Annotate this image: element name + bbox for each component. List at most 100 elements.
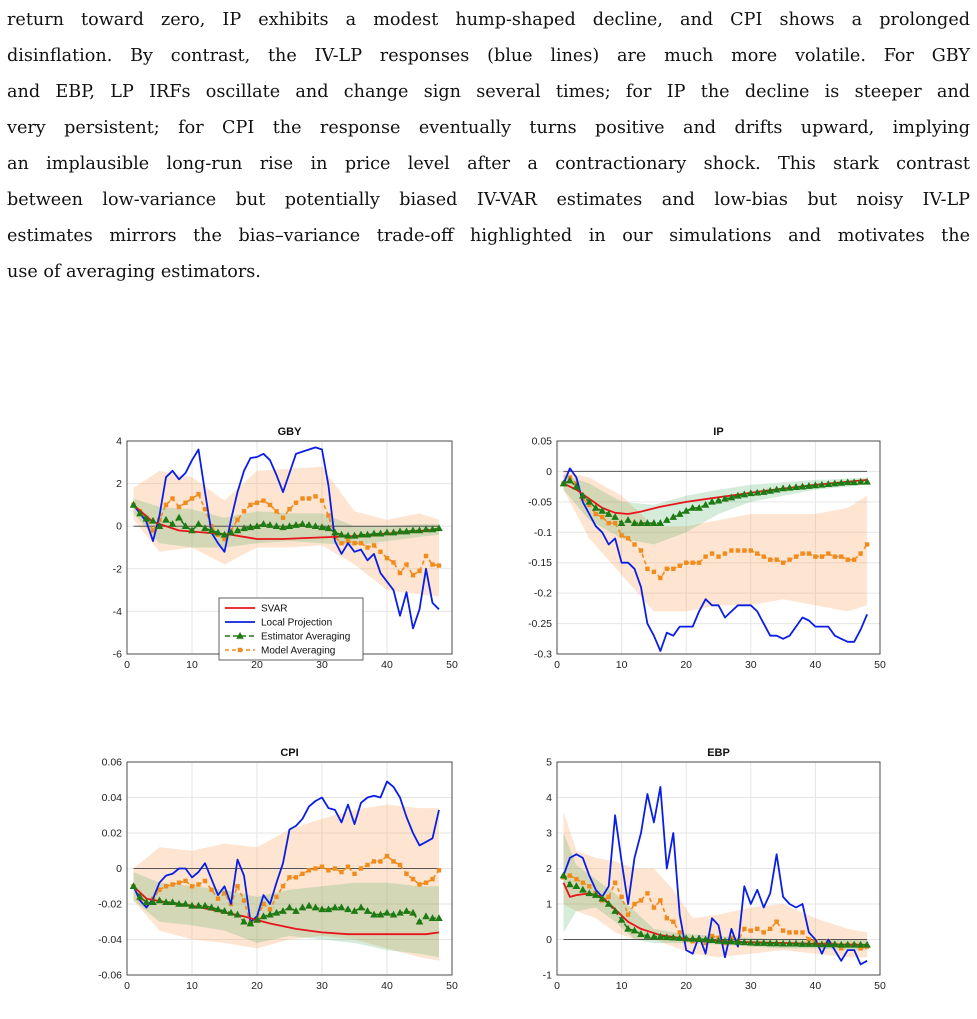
y-tick-label: 3 (546, 828, 552, 840)
data-point-square (703, 940, 708, 946)
data-point-triangle (591, 891, 600, 898)
data-point-triangle (415, 917, 424, 925)
data-point-triangle (311, 903, 320, 911)
data-point-triangle (266, 910, 274, 918)
data-point-triangle (233, 526, 242, 534)
data-point-triangle (811, 940, 820, 947)
y-tick-label: -2 (113, 563, 122, 575)
data-point-square (371, 543, 377, 548)
data-point-triangle (331, 528, 339, 536)
data-point-triangle (201, 524, 209, 532)
data-point-triangle (396, 908, 404, 916)
data-point-triangle (682, 934, 690, 942)
x-tick-label: 40 (810, 659, 822, 671)
y-tick-label: -0.25 (528, 618, 552, 630)
data-point-square (671, 566, 676, 571)
data-point-square (384, 555, 390, 561)
data-point-triangle (669, 933, 678, 941)
chart-panel-gby: 0 10 20 30 40 50 -6 -4 -2 0 2 4 GBY SVAR Local Project… (113, 426, 458, 671)
data-point-triangle (617, 519, 626, 526)
data-point-triangle (227, 528, 235, 536)
y-tick-label: 5 (546, 757, 552, 769)
data-point-triangle (721, 937, 729, 945)
data-point-triangle (611, 513, 619, 520)
data-point-triangle (585, 889, 594, 897)
data-point-square (163, 884, 169, 889)
data-point-square (274, 509, 279, 514)
data-point-triangle (253, 915, 261, 923)
model-averaging-band (563, 811, 868, 958)
chart-title: GBY (278, 426, 303, 438)
data-point-square (600, 514, 605, 520)
data-point-triangle (402, 527, 411, 535)
y-tick-label: -0.2 (534, 588, 552, 600)
data-point-square (235, 517, 240, 523)
data-point-triangle (656, 519, 665, 526)
data-point-square (358, 866, 364, 871)
estimator-averaging-band (563, 474, 868, 545)
data-point-square (612, 520, 618, 526)
data-point-triangle (324, 524, 333, 532)
data-point-triangle (591, 503, 600, 511)
data-point-square (274, 894, 279, 900)
data-point-square (293, 500, 299, 505)
data-point-square (638, 548, 644, 553)
y-tick-label: 0 (546, 934, 552, 946)
x-tick-label: 40 (810, 980, 822, 992)
data-point-square (352, 871, 357, 877)
data-point-triangle (747, 938, 755, 946)
data-point-triangle (324, 905, 333, 913)
data-point-triangle (350, 531, 359, 539)
data-point-square (189, 496, 195, 501)
data-point-triangle (162, 515, 170, 523)
x-tick-label: 30 (745, 659, 757, 671)
data-point-square (365, 545, 370, 550)
data-point-square (684, 560, 689, 565)
data-point-square (677, 930, 682, 935)
data-point-triangle (240, 524, 248, 532)
data-point-square (780, 928, 786, 933)
data-point-triangle (201, 901, 209, 909)
data-point-triangle (617, 915, 626, 923)
model-averaging-band (563, 471, 868, 612)
series-line-local-projection (132, 780, 440, 923)
data-point-square (345, 864, 351, 869)
data-point-triangle (259, 520, 268, 527)
model-averaging-band (133, 466, 439, 597)
data-point-square (280, 515, 286, 520)
x-tick-label: 40 (381, 980, 393, 992)
data-point-square (423, 880, 429, 885)
data-point-triangle (370, 910, 378, 918)
x-tick-label: 10 (616, 980, 628, 992)
data-point-square (664, 916, 670, 921)
data-point-triangle (863, 477, 871, 485)
data-point-square (423, 553, 429, 559)
data-point-square (574, 876, 579, 882)
x-tick-label: 50 (446, 659, 458, 671)
data-point-square (729, 548, 734, 553)
data-point-triangle (428, 525, 437, 533)
paragraph-line: very persistent; for CPI the response ev… (7, 118, 970, 138)
data-point-triangle (604, 900, 613, 907)
legend-label: Local Projection (261, 618, 332, 629)
y-tick-label: 2 (116, 478, 122, 490)
data-point-triangle (305, 521, 313, 528)
data-point-square (800, 930, 805, 935)
data-point-triangle (824, 940, 833, 948)
data-point-triangle (344, 531, 352, 539)
data-point-square (371, 859, 377, 864)
data-point-triangle (675, 510, 684, 517)
data-point-triangle (663, 516, 671, 523)
data-point-square (157, 517, 162, 523)
x-tick-label: 10 (616, 659, 628, 671)
data-point-triangle (727, 493, 736, 501)
data-point-square (287, 875, 292, 880)
data-point-square (664, 566, 670, 571)
data-point-square (417, 882, 422, 887)
data-point-square (280, 884, 286, 889)
y-tick-label: -4 (113, 606, 122, 618)
paragraph-line: and EBP, LP IRFs oscillate and change si… (7, 82, 970, 102)
data-point-square (761, 930, 766, 935)
data-point-square (235, 884, 240, 889)
data-point-square (176, 880, 182, 885)
